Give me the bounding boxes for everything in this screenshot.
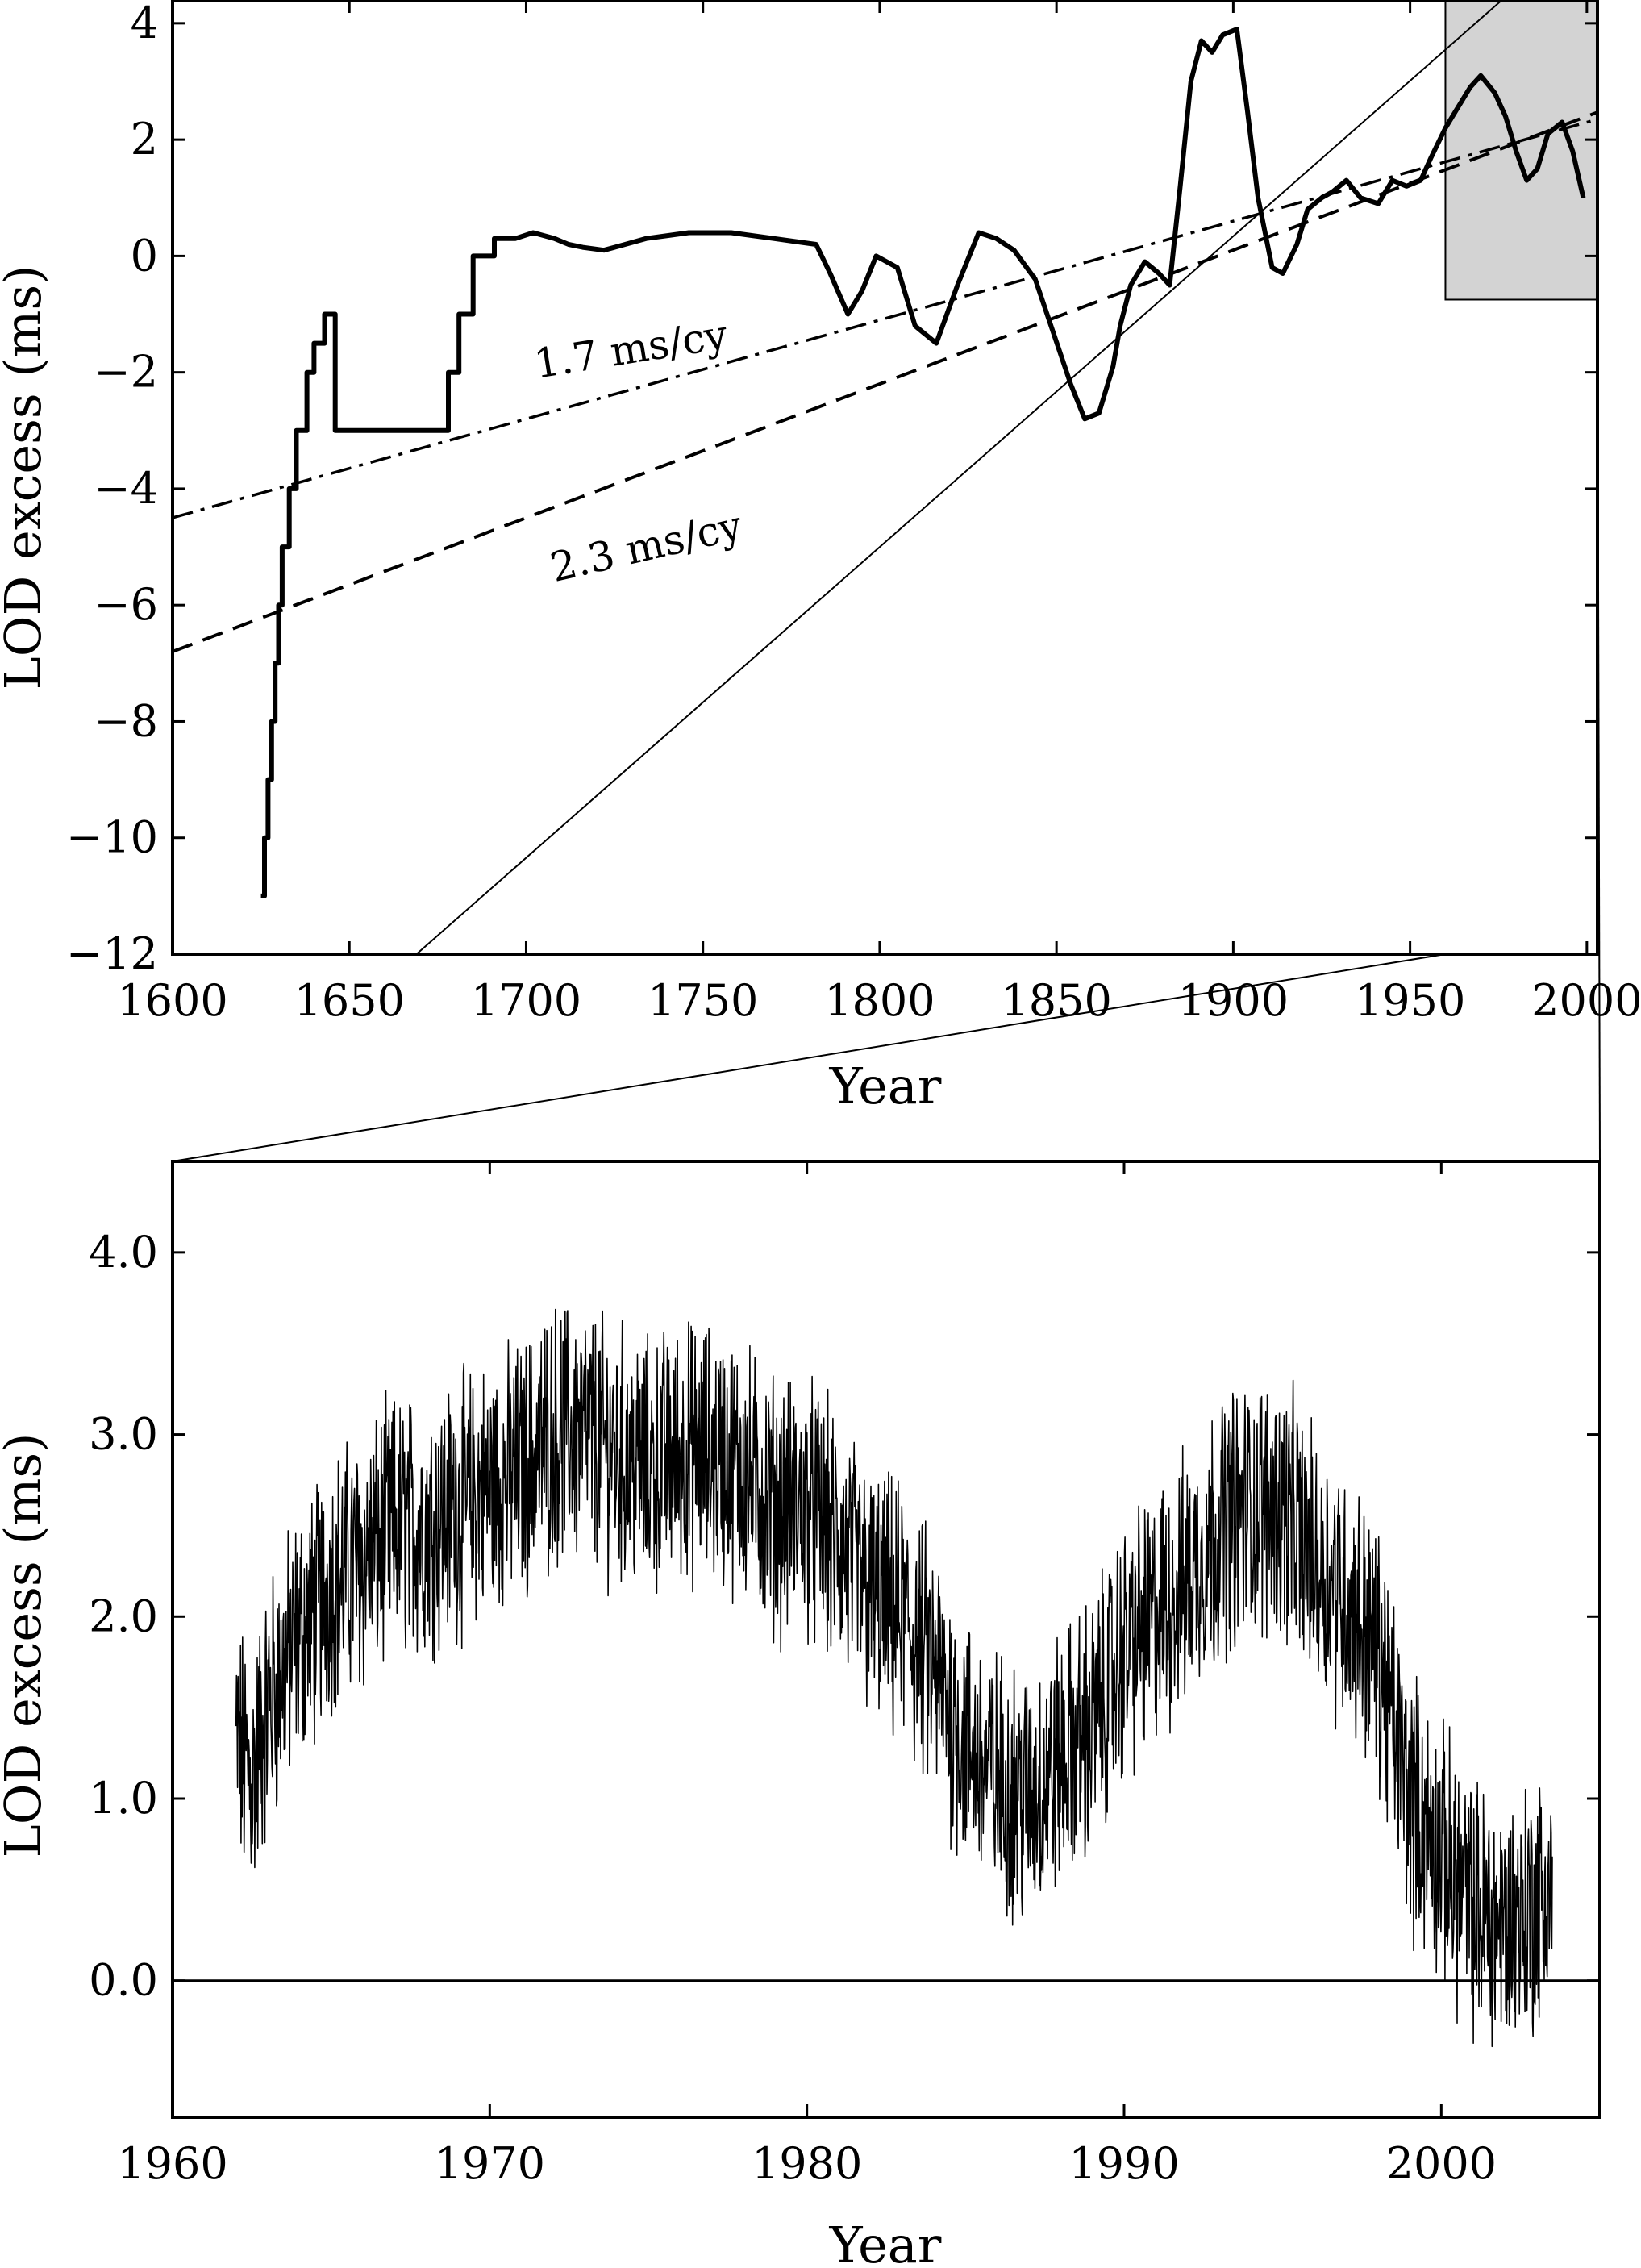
bottom-plot-frame <box>171 1160 1601 2119</box>
bottom-y-tick-label: 4.0 <box>89 1227 158 1278</box>
top-x-tick-label: 1700 <box>471 975 581 1026</box>
top-y-tick-label: 0 <box>131 230 158 281</box>
top-y-tick-label: 2 <box>131 114 158 165</box>
top-x-tick-label: 1750 <box>648 975 758 1026</box>
top-y-tick-label: −8 <box>94 695 158 746</box>
top-x-tick-label: 1650 <box>294 975 405 1026</box>
top-y-tick-label: −12 <box>66 928 158 979</box>
bottom-y-tick-label: 1.0 <box>89 1773 158 1824</box>
bottom-chart: 1960 1970 1980 1990 2000 4.0 3.0 2.0 1.0 0.0 Year… <box>0 1160 1601 2268</box>
bottom-x-axis-title: Year <box>829 2216 942 2268</box>
trend-2-3-line <box>173 110 1597 653</box>
bottom-x-tick-label: 1960 <box>117 2138 227 2189</box>
top-plot-frame <box>171 0 1599 956</box>
top-x-tick-label: 1900 <box>1178 975 1289 1026</box>
bottom-y-tick-label: 3.0 <box>89 1409 158 1460</box>
top-x-tick-label: 1800 <box>824 975 935 1026</box>
trend-annotation-0: 1.7 ms/cy <box>531 311 731 388</box>
bottom-y-tick-label: 2.0 <box>89 1591 158 1641</box>
zoom-connectors <box>172 299 1601 1162</box>
bottom-x-tick-label: 1980 <box>752 2138 862 2189</box>
top-y-tick-label: 4 <box>131 0 158 48</box>
zoom-connector-left <box>172 953 1446 1162</box>
top-y-tick-label: −4 <box>94 463 158 514</box>
top-y-tick-label: −2 <box>94 347 158 398</box>
trend-annotation-1: 2.3 ms/cy <box>546 502 747 591</box>
top-x-tick-label: 1950 <box>1355 975 1465 1026</box>
bottom-x-tick-label: 2000 <box>1386 2138 1497 2189</box>
top-y-tick-label: −6 <box>94 579 158 630</box>
lod-daily-series <box>235 1308 1553 2048</box>
top-x-axis-title: Year <box>829 1057 942 1115</box>
trend-1-7-line <box>173 118 1597 519</box>
bottom-x-tick-label: 1990 <box>1068 2138 1179 2189</box>
bottom-x-tick-label: 1970 <box>435 2138 545 2189</box>
lod-excess-series <box>260 27 1586 898</box>
top-x-tick-label: 2000 <box>1531 975 1641 1026</box>
bottom-y-axis-title: LOD excess (ms) <box>0 1433 52 1858</box>
top-x-tick-label: 1850 <box>1001 975 1111 1026</box>
top-y-tick-label: −10 <box>66 812 158 863</box>
bottom-y-tick-label: 0.0 <box>89 1955 158 2006</box>
top-chart: 1.7 ms/cy 2.3 ms/cy 1600 1650 1700 1750 1800 1… <box>0 0 1641 1115</box>
zoom-connector-right <box>1597 299 1601 1162</box>
zoom-guide-line <box>415 0 1503 954</box>
top-y-axis-title: LOD excess (ms) <box>0 265 52 690</box>
top-x-tick-label: 1600 <box>117 975 227 1026</box>
